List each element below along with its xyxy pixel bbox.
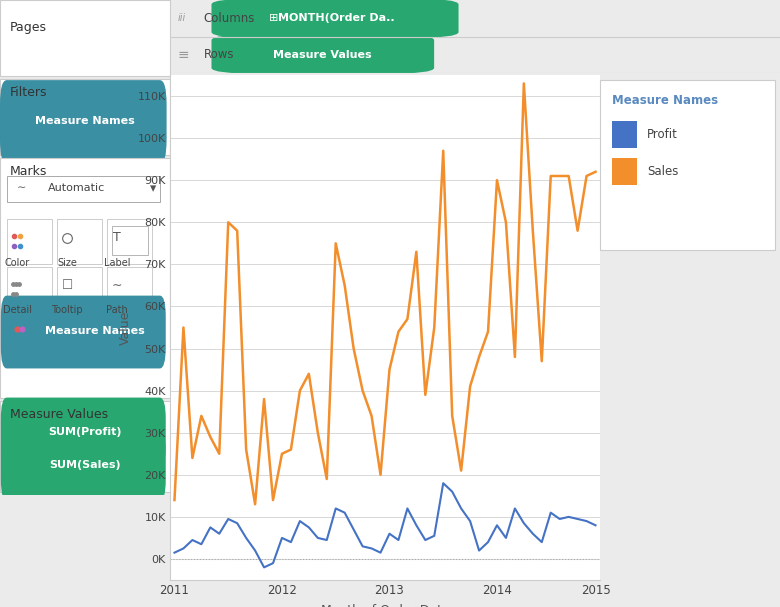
Text: Sales: Sales bbox=[647, 165, 679, 178]
Text: Path: Path bbox=[106, 305, 128, 315]
FancyBboxPatch shape bbox=[0, 495, 170, 607]
FancyBboxPatch shape bbox=[7, 267, 51, 313]
Text: MONTH(Order Da..: MONTH(Order Da.. bbox=[278, 13, 394, 23]
Text: Measure Names: Measure Names bbox=[45, 326, 145, 336]
Text: Measure Names: Measure Names bbox=[35, 117, 135, 126]
Text: SUM(Profit): SUM(Profit) bbox=[48, 427, 122, 436]
FancyBboxPatch shape bbox=[7, 176, 160, 202]
FancyBboxPatch shape bbox=[612, 121, 636, 148]
Text: Automatic: Automatic bbox=[48, 183, 105, 193]
FancyBboxPatch shape bbox=[107, 219, 152, 264]
Text: Profit: Profit bbox=[647, 128, 678, 141]
FancyBboxPatch shape bbox=[0, 79, 170, 155]
X-axis label: Month of Order Date: Month of Order Date bbox=[321, 604, 449, 607]
Text: Filters: Filters bbox=[10, 86, 48, 99]
FancyBboxPatch shape bbox=[0, 401, 170, 492]
Text: Color: Color bbox=[5, 258, 30, 268]
Text: ▾: ▾ bbox=[150, 181, 157, 195]
FancyBboxPatch shape bbox=[7, 219, 51, 264]
FancyBboxPatch shape bbox=[107, 267, 152, 313]
Text: Pages: Pages bbox=[10, 21, 48, 34]
Y-axis label: Value: Value bbox=[119, 310, 132, 345]
Text: Columns: Columns bbox=[204, 12, 255, 25]
Text: ∼: ∼ bbox=[17, 183, 27, 193]
Text: Marks: Marks bbox=[10, 165, 48, 178]
Text: SUM(Sales): SUM(Sales) bbox=[49, 460, 121, 470]
Text: Detail: Detail bbox=[2, 305, 31, 315]
Text: iii: iii bbox=[177, 13, 186, 23]
Text: Label: Label bbox=[104, 258, 130, 268]
Text: Size: Size bbox=[57, 258, 77, 268]
Text: ∼: ∼ bbox=[112, 279, 122, 292]
FancyBboxPatch shape bbox=[211, 35, 434, 73]
Text: Measure Names: Measure Names bbox=[612, 93, 718, 107]
FancyBboxPatch shape bbox=[1, 296, 165, 368]
FancyBboxPatch shape bbox=[0, 80, 167, 164]
FancyBboxPatch shape bbox=[211, 0, 459, 38]
FancyBboxPatch shape bbox=[57, 267, 102, 313]
Text: Measure Values: Measure Values bbox=[273, 50, 372, 59]
FancyBboxPatch shape bbox=[0, 158, 170, 398]
Text: T: T bbox=[113, 231, 121, 245]
Text: ≡: ≡ bbox=[177, 48, 189, 62]
Text: Tooltip: Tooltip bbox=[51, 305, 83, 315]
FancyBboxPatch shape bbox=[112, 226, 148, 255]
Text: ⊞: ⊞ bbox=[269, 13, 278, 23]
FancyBboxPatch shape bbox=[1, 398, 165, 467]
Text: ☐: ☐ bbox=[62, 279, 73, 292]
Text: Rows: Rows bbox=[204, 48, 234, 61]
FancyBboxPatch shape bbox=[57, 219, 102, 264]
FancyBboxPatch shape bbox=[0, 0, 170, 76]
FancyBboxPatch shape bbox=[1, 431, 165, 501]
FancyBboxPatch shape bbox=[612, 158, 636, 185]
FancyBboxPatch shape bbox=[600, 80, 775, 250]
Text: Measure Values: Measure Values bbox=[10, 408, 108, 421]
